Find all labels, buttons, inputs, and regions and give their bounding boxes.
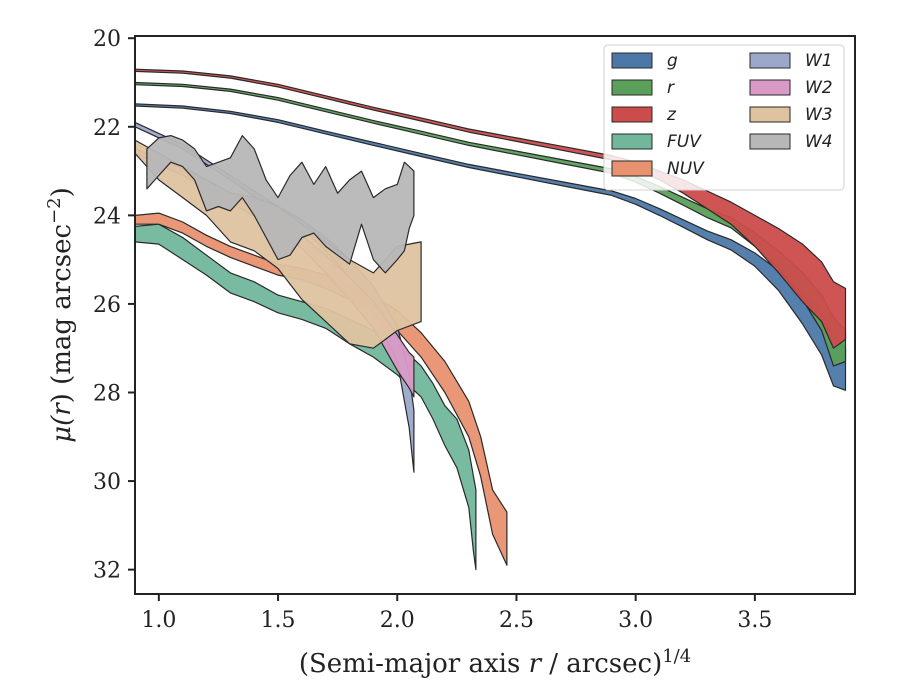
legend-label-w2: W2 — [805, 78, 833, 98]
legend-swatch-g — [611, 52, 653, 69]
legend-swatch-z — [611, 106, 653, 123]
y-tick-label: 26 — [93, 293, 121, 318]
legend-label-nuv: NUV — [667, 159, 705, 179]
legend-label-r: r — [667, 78, 675, 98]
series-band-w4 — [146, 135, 415, 274]
legend-label-z: z — [666, 105, 677, 125]
legend-swatch-w1 — [749, 52, 791, 69]
legend-swatch-w4 — [749, 133, 791, 150]
y-tick-label: 20 — [93, 27, 121, 52]
x-tick-label: 3.0 — [618, 608, 653, 633]
legend: grz FUV NUV W1 W2 W3 W4 — [603, 44, 845, 191]
x-tick-label: 2.5 — [499, 608, 534, 633]
series-layer — [134, 68, 847, 571]
y-tick-label: 24 — [93, 204, 121, 229]
series-band-r — [134, 81, 847, 367]
legend-swatch-w2 — [749, 79, 791, 96]
x-tick-label: 3.5 — [737, 608, 772, 633]
series-band-z — [134, 68, 847, 349]
y-tick-label: 32 — [93, 559, 121, 584]
legend-label-w1: W1 — [805, 51, 833, 71]
x-tick-label: 1.0 — [141, 608, 176, 633]
plot-frame — [134, 35, 856, 595]
y-axis-title: μ(r) (mag arcsec−2) — [44, 187, 77, 443]
x-axis-title: (Semi-major axis r / arcsec)1/4 — [299, 646, 691, 679]
legend-label-w3: W3 — [805, 105, 833, 125]
series-band-g — [134, 103, 847, 391]
legend-label-w4: W4 — [805, 132, 833, 152]
x-tick-label: 2.0 — [380, 608, 415, 633]
x-tick-label: 1.5 — [261, 608, 296, 633]
x-axis: 1.0 1.5 2.0 2.5 3.0 3.5 — [141, 594, 772, 633]
legend-label-fuv: FUV — [667, 132, 702, 152]
legend-label-g: g — [667, 51, 678, 71]
y-tick-label: 30 — [93, 470, 121, 495]
legend-swatch-nuv — [611, 160, 653, 177]
series-band-fuv — [134, 223, 477, 571]
legend-swatch-r — [611, 79, 653, 96]
legend-swatch-w3 — [749, 106, 791, 123]
y-tick-label: 28 — [93, 382, 121, 407]
legend-swatch-fuv — [611, 133, 653, 150]
y-tick-label: 22 — [93, 116, 121, 141]
y-axis: 20 22 24 26 28 30 32 — [93, 27, 135, 584]
